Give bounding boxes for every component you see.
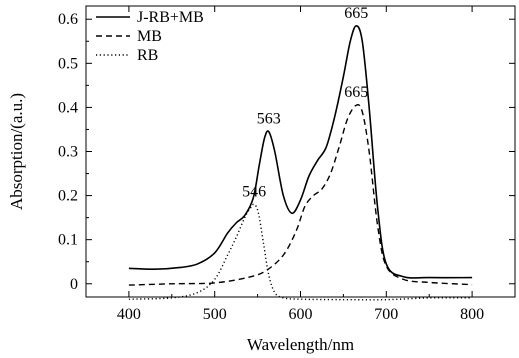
y-tick-label: 0 xyxy=(70,276,78,293)
peak-label: 665 xyxy=(344,5,368,22)
y-tick-label: 0.2 xyxy=(58,188,78,205)
plot-area: 400 500 600 700 800 0 0.1 0.2 0.3 0.4 0.5 0.6 665 5… xyxy=(58,5,516,323)
y-tick-label: 0.6 xyxy=(58,11,78,28)
y-axis-label: Absorption/(a.u.) xyxy=(7,93,26,210)
y-tick-label: 0.4 xyxy=(58,99,78,116)
x-tick-label: 500 xyxy=(203,306,227,323)
x-tick-label: 400 xyxy=(117,306,141,323)
x-tick-label: 700 xyxy=(374,306,398,323)
peak-label: 563 xyxy=(257,111,281,128)
legend-label: RB xyxy=(137,47,158,64)
legend-label: J-RB+MB xyxy=(137,9,204,26)
y-tick-label: 0.5 xyxy=(58,55,78,72)
peak-label: 665 xyxy=(344,84,368,101)
peak-annotations: 665 563 665 546 xyxy=(242,5,368,201)
x-tick-label: 800 xyxy=(460,306,484,323)
series-layer xyxy=(128,25,473,301)
series-line-rb xyxy=(128,203,473,301)
legend-label: MB xyxy=(137,28,162,45)
series-line-j-rb-mb xyxy=(128,25,473,279)
x-axis-ticks: 400 500 600 700 800 xyxy=(85,6,516,323)
x-axis-label: Wavelength/nm xyxy=(247,335,354,354)
peak-label: 546 xyxy=(242,183,266,200)
legend: J-RB+MB MB RB xyxy=(96,9,204,64)
series-line-mb xyxy=(128,103,473,286)
x-tick-label: 600 xyxy=(289,306,313,323)
y-axis-ticks: 0 0.1 0.2 0.3 0.4 0.5 0.6 xyxy=(58,11,515,293)
y-tick-label: 0.3 xyxy=(58,144,78,161)
y-tick-label: 0.1 xyxy=(58,232,78,249)
